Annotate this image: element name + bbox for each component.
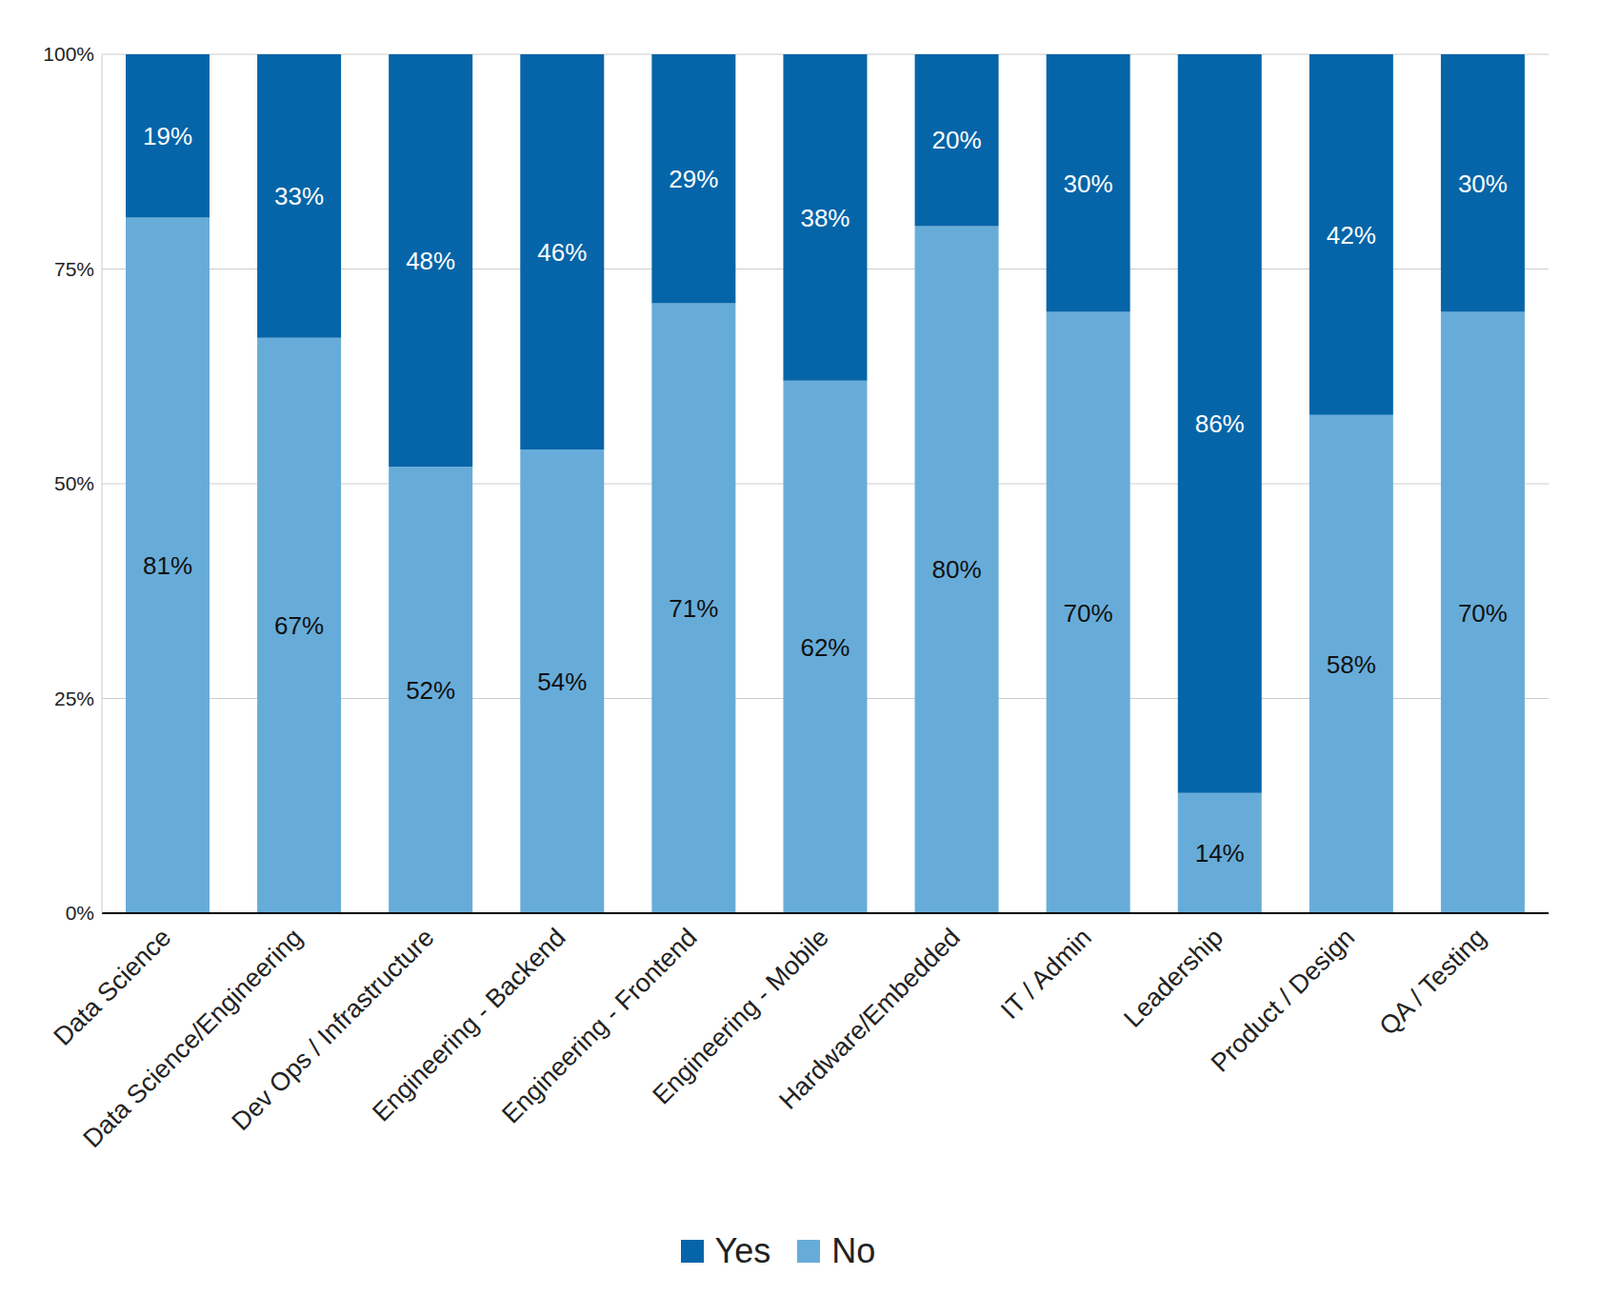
svg-text:29%: 29% (668, 164, 719, 194)
svg-text:25%: 25% (54, 687, 95, 710)
svg-text:Product / Design: Product / Design (1205, 922, 1360, 1078)
svg-text:54%: 54% (537, 667, 587, 697)
svg-text:46%: 46% (537, 238, 587, 267)
svg-text:62%: 62% (800, 633, 850, 662)
svg-text:Dev Ops / Infrastructure: Dev Ops / Infrastructure (226, 922, 440, 1137)
svg-text:58%: 58% (1326, 650, 1377, 680)
html-text:No: No (831, 1231, 876, 1271)
svg-text:Data Science/Engineering: Data Science/Engineering (77, 922, 308, 1154)
svg-text:70%: 70% (1458, 599, 1508, 628)
svg-text:71%: 71% (668, 594, 719, 623)
svg-text:50%: 50% (54, 472, 95, 495)
svg-text:52%: 52% (405, 676, 456, 705)
svg-text:19%: 19% (142, 121, 193, 151)
svg-text:80%: 80% (932, 555, 982, 584)
svg-text:42%: 42% (1326, 220, 1377, 250)
svg-text:30%: 30% (1063, 169, 1114, 199)
svg-text:Leadership: Leadership (1118, 922, 1229, 1034)
svg-text:Engineering - Frontend: Engineering - Frontend (496, 922, 703, 1130)
svg-text:33%: 33% (274, 181, 324, 211)
svg-text:Engineering - Backend: Engineering - Backend (366, 922, 572, 1128)
svg-text:14%: 14% (1195, 839, 1245, 868)
svg-text:81%: 81% (142, 551, 193, 580)
svg-text:30%: 30% (1458, 169, 1508, 199)
svg-text:20%: 20% (932, 125, 982, 155)
svg-text:48%: 48% (405, 246, 456, 276)
svg-text:QA / Testing: QA / Testing (1373, 922, 1492, 1041)
svg-text:IT / Admin: IT / Admin (995, 922, 1098, 1025)
svg-text:67%: 67% (274, 611, 324, 640)
html-text:Yes: Yes (714, 1231, 771, 1271)
svg-text:70%: 70% (1063, 599, 1114, 628)
svg-text:Engineering - Mobile: Engineering - Mobile (647, 922, 835, 1110)
svg-text:38%: 38% (800, 203, 850, 233)
svg-text:Data Science: Data Science (48, 922, 178, 1052)
svg-text:86%: 86% (1195, 409, 1245, 439)
svg-text:0%: 0% (65, 901, 95, 924)
svg-text:100%: 100% (42, 42, 95, 65)
svg-text:Hardware/Embedded: Hardware/Embedded (773, 922, 966, 1116)
svg-text:75%: 75% (54, 258, 95, 280)
